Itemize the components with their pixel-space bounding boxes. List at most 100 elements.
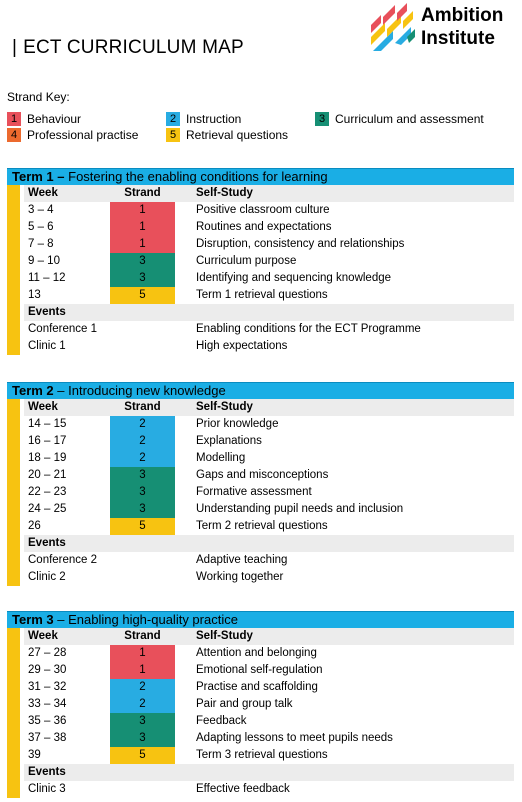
table-row: 22 – 23 3 Formative assessment [24, 484, 514, 501]
self-study-cell: Pair and group talk [196, 698, 293, 710]
self-study-cell: Term 2 retrieval questions [196, 520, 328, 532]
self-study-cell: Feedback [196, 715, 247, 727]
logo-line-2: Institute [421, 28, 495, 49]
self-study-cell: Identifying and sequencing knowledge [196, 272, 392, 284]
term-3-table: Week Strand Self-Study 27 – 28 1 Attention a… [7, 628, 514, 798]
week-header: Week [28, 401, 58, 413]
week-cell: 13 [28, 289, 41, 301]
events-header: Events [24, 535, 514, 552]
term-1-section: Term 1 – Fostering the enabling conditio… [7, 168, 514, 355]
strand-cell: 1 [110, 219, 175, 236]
strand-key-3: 3 Curriculum and assessment [315, 112, 484, 126]
self-study-cell: Understanding pupil needs and inclusion [196, 503, 404, 515]
event-name: Conference 1 [28, 323, 98, 335]
week-cell: 22 – 23 [28, 486, 67, 498]
strand-cell: 3 [110, 270, 175, 287]
self-study-cell: Term 3 retrieval questions [196, 749, 328, 761]
strand-header: Strand [124, 630, 161, 642]
strand-key-4-swatch: 4 [7, 128, 21, 142]
strand-key-title: Strand Key: [7, 90, 70, 104]
strand-cell: 5 [110, 287, 175, 304]
week-cell: 29 – 30 [28, 664, 67, 676]
term-1-sidebar [7, 185, 20, 355]
week-header: Week [28, 187, 58, 199]
strand-key-1-label: Behaviour [27, 112, 82, 126]
logo-text: Ambition Institute [421, 4, 503, 50]
term-3-name: Term 3 [12, 612, 54, 627]
week-header: Week [28, 630, 58, 642]
self-study-cell: Attention and belonging [196, 647, 317, 659]
self-study-cell: Disruption, consistency and relationship… [196, 238, 405, 250]
week-cell: 9 – 10 [28, 255, 60, 267]
table-row: 7 – 8 1 Disruption, consistency and relati… [24, 236, 514, 253]
self-study-cell: Curriculum purpose [196, 255, 297, 267]
strand-key-4: 4 Professional practise [7, 128, 138, 142]
week-cell: 14 – 15 [28, 418, 67, 430]
term-2-header: Term 2 – Introducing new knowledge [7, 382, 514, 399]
self-study-cell: Formative assessment [196, 486, 312, 498]
strand-cell: 5 [110, 518, 175, 535]
self-study-cell: Modelling [196, 452, 246, 464]
week-cell: 11 – 12 [28, 272, 66, 284]
strand-cell: 2 [110, 696, 175, 713]
table-row: 27 – 28 1 Attention and belonging [24, 645, 514, 662]
table-row: 26 5 Term 2 retrieval questions [24, 518, 514, 535]
strand-key-4-label: Professional practise [27, 128, 139, 142]
title-bar: | [12, 37, 18, 58]
week-cell: 5 – 6 [28, 221, 54, 233]
term-1-name: Term 1 – [12, 169, 65, 184]
table-row: 3 – 4 1 Positive classroom culture [24, 202, 514, 219]
table-row: 13 5 Term 1 retrieval questions [24, 287, 514, 304]
term-2-table: Week Strand Self-Study 14 – 15 2 Prior knowl… [7, 399, 514, 586]
term-3-subtitle: – Enabling high-quality practice [53, 612, 238, 627]
strand-key-2-swatch: 2 [166, 112, 180, 126]
strand-cell: 3 [110, 730, 175, 747]
table-row: 37 – 38 3 Adapting lessons to meet pupils … [24, 730, 514, 747]
term-2-column-headers: Week Strand Self-Study [24, 399, 514, 416]
self-study-cell: Positive classroom culture [196, 204, 330, 216]
table-row: 39 5 Term 3 retrieval questions [24, 747, 514, 764]
week-cell: 33 – 34 [28, 698, 67, 710]
week-cell: 37 – 38 [28, 732, 67, 744]
self-study-header: Self-Study [196, 630, 253, 642]
strand-key-5-swatch: 5 [166, 128, 180, 142]
self-study-cell: Term 1 retrieval questions [196, 289, 328, 301]
strand-header: Strand [124, 401, 161, 413]
strand-cell: 2 [110, 679, 175, 696]
event-row: Clinic 3 Effective feedback [24, 781, 514, 798]
event-row: Clinic 2 Working together [24, 569, 514, 586]
self-study-cell: Practise and scaffolding [196, 681, 318, 693]
table-row: 35 – 36 3 Feedback [24, 713, 514, 730]
strand-cell: 2 [110, 433, 175, 450]
term-2-section: Term 2 – Introducing new knowledge Week S… [7, 382, 514, 586]
events-label: Events [28, 306, 66, 318]
event-row: Clinic 1 High expectations [24, 338, 514, 355]
event-desc: Adaptive teaching [196, 554, 288, 566]
logo-stripes-icon [371, 3, 415, 51]
table-row: 24 – 25 3 Understanding pupil needs and in… [24, 501, 514, 518]
self-study-header: Self-Study [196, 401, 253, 413]
week-cell: 18 – 19 [28, 452, 67, 464]
strand-header: Strand [124, 187, 161, 199]
event-row: Conference 2 Adaptive teaching [24, 552, 514, 569]
table-row: 20 – 21 3 Gaps and misconceptions [24, 467, 514, 484]
table-row: 31 – 32 2 Practise and scaffolding [24, 679, 514, 696]
strand-cell: 1 [110, 662, 175, 679]
term-3-sidebar [7, 628, 20, 798]
week-cell: 39 [28, 749, 41, 761]
event-name: Conference 2 [28, 554, 98, 566]
event-name: Clinic 2 [28, 571, 66, 583]
strand-cell: 3 [110, 253, 175, 270]
table-row: 16 – 17 2 Explanations [24, 433, 514, 450]
strand-key-2: 2 Instruction [166, 112, 241, 126]
term-3-header: Term 3 – Enabling high-quality practice [7, 611, 514, 628]
page-title: | ECT CURRICULUM MAP [12, 37, 244, 59]
week-cell: 3 – 4 [28, 204, 54, 216]
events-header: Events [24, 304, 514, 321]
strand-cell: 2 [110, 450, 175, 467]
strand-cell: 3 [110, 713, 175, 730]
term-2-sidebar [7, 399, 20, 586]
event-row: Conference 1 Enabling conditions for the … [24, 321, 514, 338]
week-cell: 20 – 21 [28, 469, 67, 481]
table-row: 11 – 12 3 Identifying and sequencing knowl… [24, 270, 514, 287]
